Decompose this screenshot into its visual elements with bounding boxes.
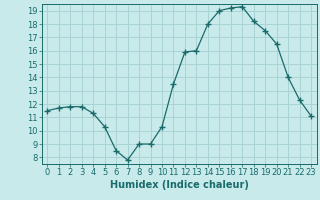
- X-axis label: Humidex (Indice chaleur): Humidex (Indice chaleur): [110, 180, 249, 190]
